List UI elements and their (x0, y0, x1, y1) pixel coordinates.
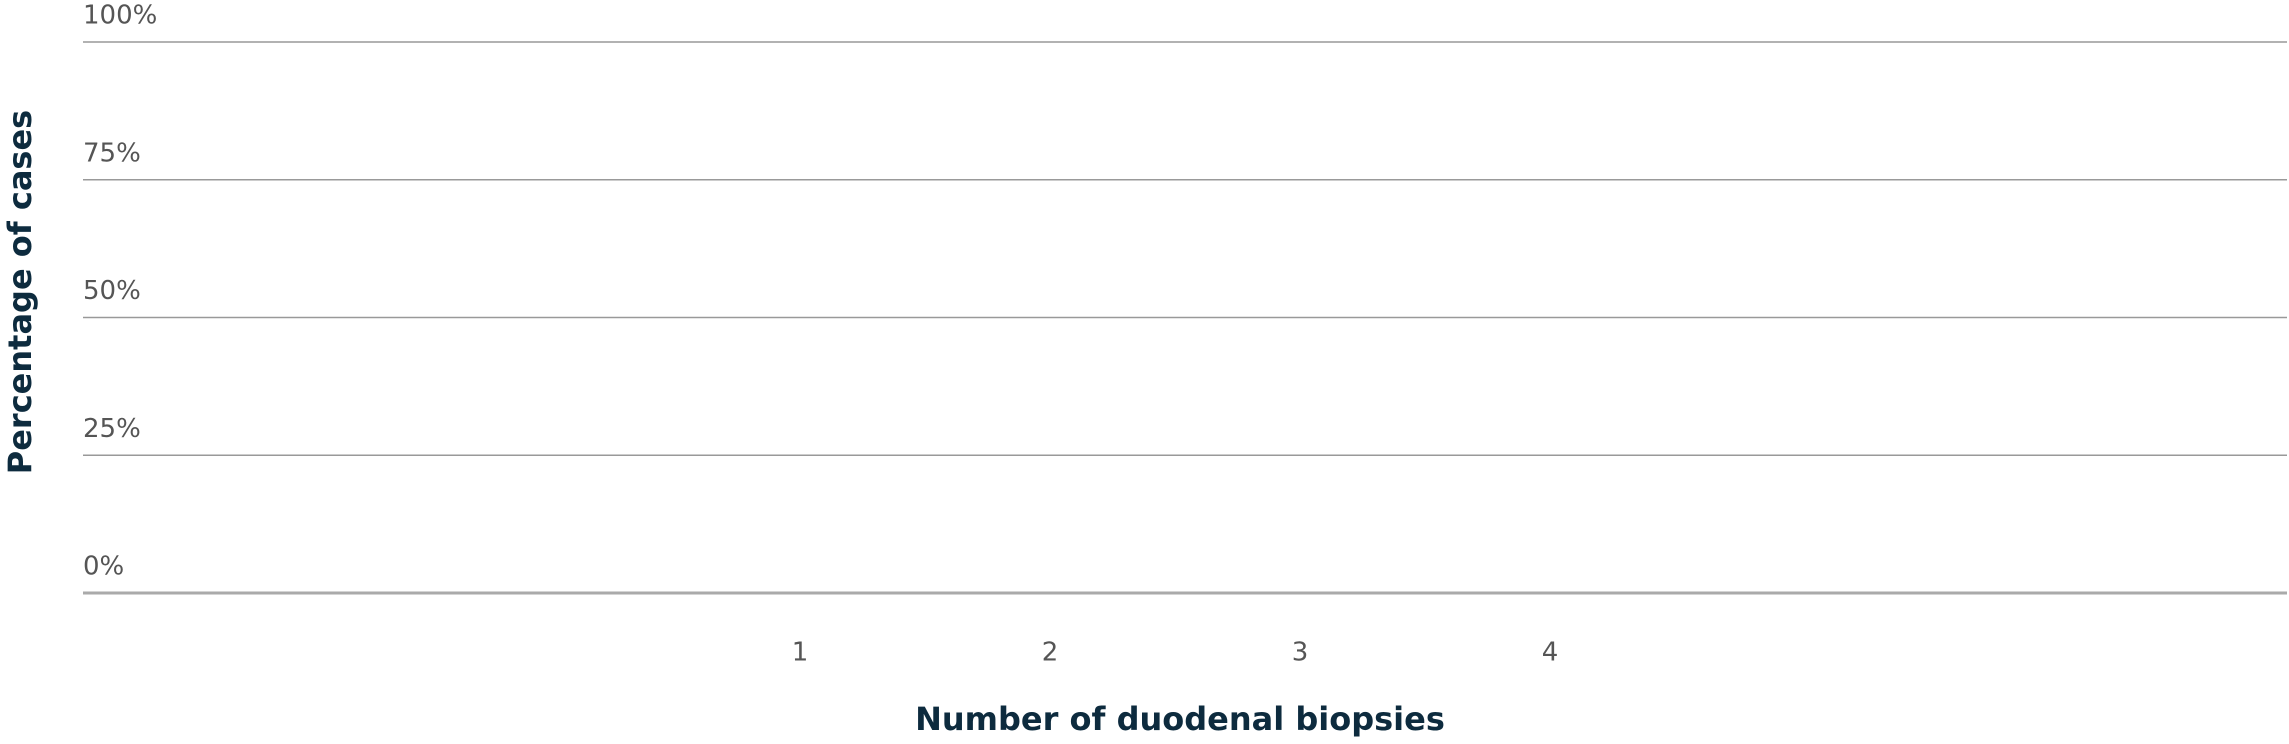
y-axis-title: Percentage of cases (1, 110, 39, 474)
y-tick-label: 75% (83, 138, 141, 168)
y-tick-label: 0% (83, 552, 124, 582)
x-axis-title: Number of duodenal biopsies (915, 700, 1445, 738)
x-tick-label: 3 (1292, 638, 1309, 668)
y-tick-label: 100% (83, 1, 157, 31)
x-tick-label: 4 (1542, 638, 1559, 668)
x-tick-label: 1 (792, 638, 809, 668)
y-tick-label: 25% (83, 414, 141, 444)
y-tick-label: 50% (83, 276, 141, 306)
x-tick-label: 2 (1042, 638, 1059, 668)
